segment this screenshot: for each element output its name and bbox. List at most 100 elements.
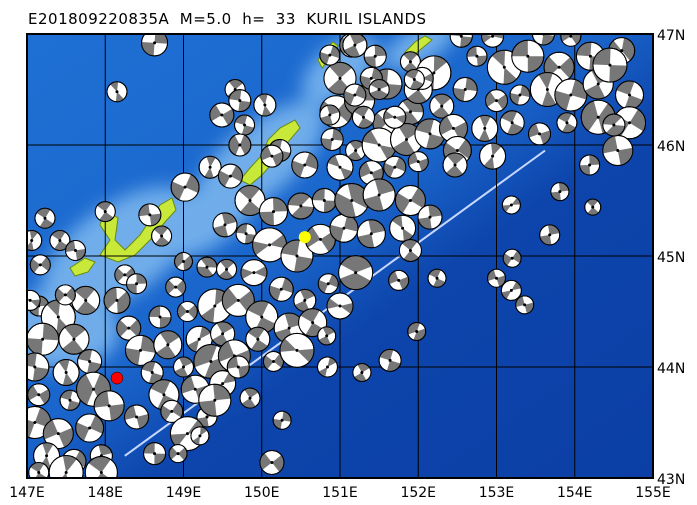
- focal-mechanisms: [27, 34, 647, 478]
- focal-mechanism-beachball: [106, 81, 128, 103]
- focal-mechanism-beachball: [234, 185, 266, 216]
- focal-mechanism-beachball: [228, 133, 252, 157]
- focal-mechanism-beachball: [311, 188, 337, 213]
- focal-mechanism-beachball: [262, 350, 284, 372]
- focal-mechanism-beachball: [151, 225, 173, 247]
- focal-mechanism-beachball: [383, 105, 407, 129]
- lon-tick-label: 155E: [635, 485, 671, 501]
- focal-mechanism-beachball: [479, 142, 507, 170]
- focal-mechanism-beachball: [59, 389, 81, 411]
- depth-label: 98: [0, 0, 8, 3]
- focal-mechanism-beachball: [148, 305, 172, 329]
- focal-mechanism-beachball: [260, 144, 284, 168]
- focal-mechanism-beachball: [217, 163, 243, 189]
- focal-mechanism-beachball: [170, 172, 200, 202]
- depth-label: 38: [0, 0, 8, 3]
- lat-tick-label: 47N: [657, 28, 685, 44]
- focal-mechanism-beachball: [259, 449, 285, 475]
- depth-label: 154: [0, 0, 11, 3]
- focal-mechanism-beachball: [403, 69, 425, 91]
- depth-label: 126: [0, 0, 11, 3]
- focal-mechanism-beachball: [427, 268, 447, 288]
- lon-tick-label: 148E: [87, 485, 123, 501]
- focal-mechanism-beachball: [291, 151, 319, 179]
- depth-label: 11: [0, 0, 8, 3]
- focal-mechanism-beachball: [198, 383, 232, 417]
- focal-mechanism-beachball: [71, 285, 101, 315]
- focal-mechanism-beachball: [239, 387, 261, 409]
- focal-mechanism-beachball: [407, 151, 429, 173]
- focal-mechanism-beachball: [316, 356, 338, 378]
- depth-label: 15: [0, 0, 8, 3]
- lon-tick-label: 147E: [9, 485, 45, 501]
- focal-mechanism-beachball: [352, 363, 372, 383]
- focal-mechanism-beachball: [272, 410, 292, 430]
- depth-label: 18: [0, 0, 8, 3]
- focal-mechanism-beachball: [180, 374, 210, 404]
- focal-mechanism-beachball: [531, 34, 555, 46]
- depth-label: 56: [0, 0, 8, 3]
- depth-label: 31: [0, 0, 8, 3]
- focal-mechanism-beachball: [466, 45, 488, 67]
- focal-mechanism-beachball: [126, 273, 148, 295]
- focal-mechanism-beachball: [258, 197, 288, 227]
- focal-mechanism-beachball: [221, 283, 255, 317]
- depth-label: 12: [0, 0, 8, 3]
- focal-mechanism-beachball: [190, 426, 210, 446]
- lon-tick-label: 149E: [166, 485, 202, 501]
- depth-label: 105: [0, 0, 11, 3]
- depth-label: 13: [0, 0, 8, 3]
- focal-mechanism-beachball: [539, 224, 561, 246]
- depth-label: 106: [0, 0, 11, 3]
- focal-mechanism-beachball: [485, 89, 508, 113]
- depth-label: 21: [0, 0, 8, 3]
- focal-mechanism-beachball: [103, 286, 131, 314]
- focal-mechanism-beachball: [228, 89, 252, 113]
- focal-mechanism-beachball: [27, 352, 50, 382]
- focal-mechanism-beachball: [94, 201, 116, 223]
- focal-mechanism-beachball: [378, 348, 402, 372]
- depth-label: 94: [0, 0, 8, 3]
- focal-mechanism-beachball: [602, 135, 634, 167]
- focal-mechanism-beachball: [342, 34, 368, 58]
- focal-mechanism-beachball: [356, 219, 386, 249]
- focal-mechanism-beachball: [143, 442, 167, 466]
- focal-mechanism-beachball: [502, 248, 522, 268]
- focal-mechanism-beachball: [389, 214, 417, 242]
- focal-mechanism-beachball: [27, 322, 60, 356]
- focal-mechanism-beachball: [116, 315, 142, 341]
- depth-label: 12: [0, 0, 8, 3]
- focal-mechanism-beachball: [362, 178, 396, 212]
- lat-tick-label: 46N: [657, 139, 685, 155]
- focal-mechanism-beachball: [442, 152, 468, 178]
- focal-mechanism-beachball: [317, 326, 337, 346]
- depth-label: 39: [0, 0, 8, 3]
- focal-mechanism-beachball: [390, 122, 424, 156]
- focal-mechanism-beachball: [29, 254, 51, 276]
- depth-label: 18: [0, 0, 8, 3]
- depth-label: 18: [0, 0, 8, 3]
- shikotan-island: [69, 257, 96, 277]
- focal-mechanism-beachball: [326, 153, 354, 181]
- focal-mechanism-beachball: [173, 356, 194, 378]
- focal-mechanism-beachball: [34, 207, 56, 229]
- depth-label: 63: [0, 0, 8, 3]
- focal-mechanism-beachball: [216, 258, 238, 280]
- focal-mechanism-beachball: [196, 256, 218, 278]
- depth-label: 23: [0, 0, 8, 3]
- focal-mechanism-beachball: [65, 239, 87, 261]
- depth-label: 162: [0, 0, 11, 3]
- depth-label: 100: [0, 0, 11, 3]
- focal-mechanism-beachball: [429, 93, 455, 119]
- reference-point-marker: [110, 371, 124, 385]
- focal-mechanism-beachball: [319, 104, 341, 126]
- depth-label: 129: [0, 0, 11, 3]
- focal-mechanism-beachball: [383, 155, 407, 179]
- depth-label: 11: [0, 0, 8, 3]
- depth-labels: 2711751781626315109710014518031105231814…: [0, 0, 11, 3]
- focal-mechanism-beachball: [176, 301, 198, 322]
- focal-mechanism-beachball: [319, 44, 341, 66]
- depth-label: 34: [0, 0, 8, 3]
- lon-tick-label: 150E: [244, 485, 280, 501]
